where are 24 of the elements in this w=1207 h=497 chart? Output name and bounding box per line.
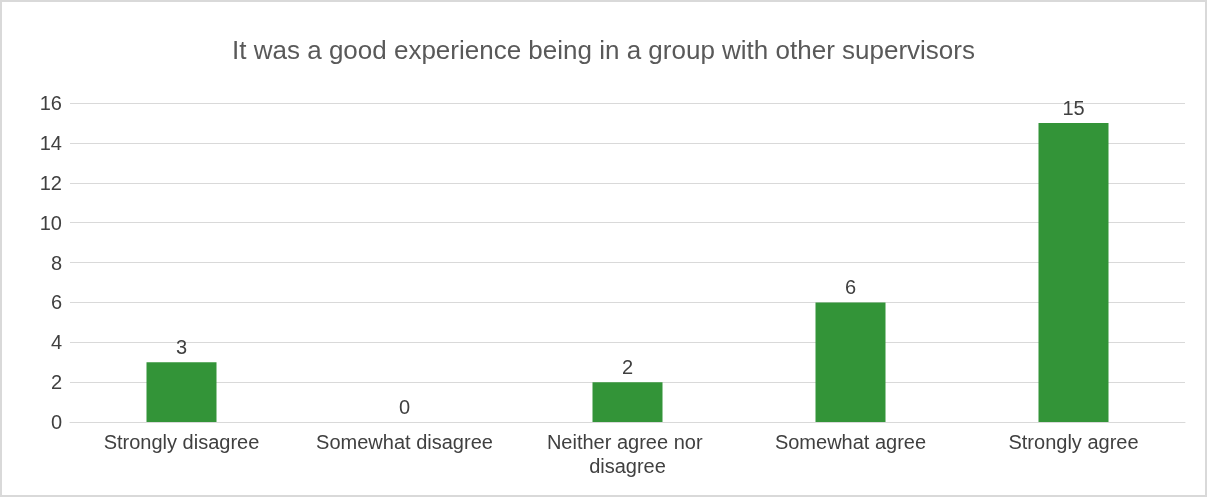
y-tick-label: 10 [39,211,62,234]
x-tick-label: Strongly disagree [103,431,260,453]
chart-title: It was a good experience being in a group with other supervisors [232,35,975,65]
y-tick-label: 0 [50,411,62,433]
y-tick-label: 16 [39,92,62,114]
data-label: 0 [398,396,411,418]
y-tick-label: 4 [50,331,62,354]
y-tick-label: 14 [39,131,62,154]
x-tick-label: Somewhat disagree [316,431,493,453]
data-label: 15 [1062,96,1085,119]
y-tick-label: 12 [39,171,62,194]
y-tick-label: 6 [50,291,62,314]
x-tick-label: Neither agree nor disagree [546,431,709,477]
bar [1038,122,1109,422]
data-label: 6 [844,276,857,299]
data-label: 2 [621,356,634,379]
y-tick-label: 2 [50,371,62,394]
x-tick-label: Somewhat agree [774,431,927,453]
data-label: 3 [175,336,188,359]
bar [815,302,886,422]
y-tick-label: 8 [50,251,62,274]
bar [146,362,217,422]
x-tick-label: Strongly agree [1008,431,1139,453]
bar [592,382,663,422]
